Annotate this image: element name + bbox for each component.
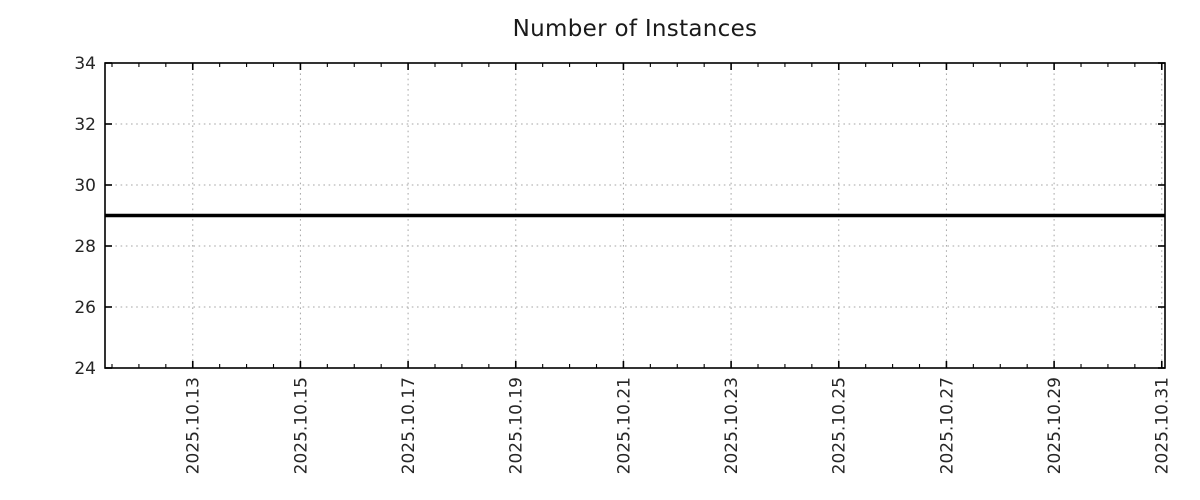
x-tick-label: 2025.10.25 [830,377,850,474]
x-tick-label: 2025.10.17 [399,377,419,474]
x-tick-label: 2025.10.21 [614,377,634,474]
x-tick-label: 2025.10.19 [507,377,527,474]
x-tick-label: 2025.10.15 [291,377,311,474]
x-tick-label: 2025.10.13 [184,377,204,474]
y-tick-label: 30 [74,176,96,196]
x-tick-label: 2025.10.23 [722,377,742,474]
chart-title: Number of Instances [512,16,758,42]
x-tick-label: 2025.10.31 [1153,377,1173,474]
x-tick-label: 2025.10.27 [937,377,957,474]
y-tick-label: 34 [74,54,96,74]
y-tick-label: 26 [74,298,96,318]
y-tick-label: 28 [74,237,96,257]
y-tick-label: 32 [74,115,96,135]
x-tick-label: 2025.10.29 [1045,377,1065,474]
y-tick-label: 24 [74,359,96,379]
